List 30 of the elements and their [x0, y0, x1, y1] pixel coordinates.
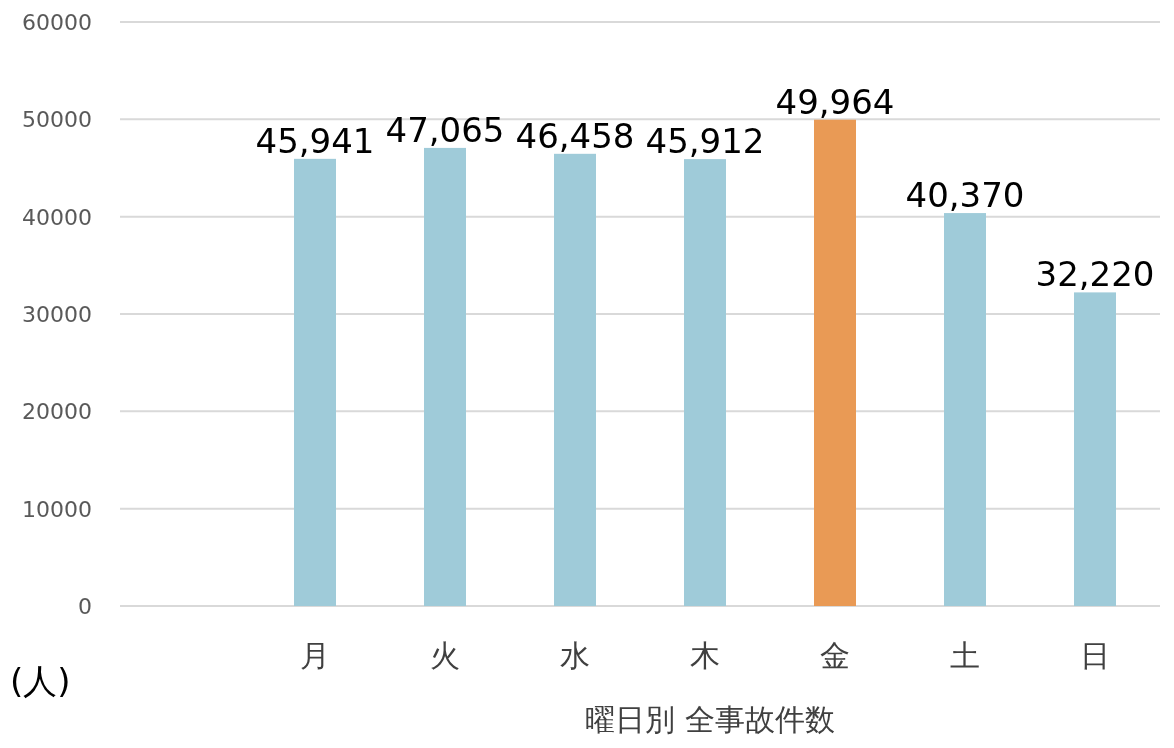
data-label: 49,964	[775, 81, 895, 122]
x-tick-label: 水	[560, 638, 590, 673]
data-label: 40,370	[905, 175, 1025, 216]
x-tick-label: 木	[690, 638, 720, 673]
x-tick-label: 金	[820, 638, 850, 673]
data-label: 45,912	[645, 121, 765, 162]
data-label: 46,458	[515, 115, 635, 156]
y-tick-label: 10000	[22, 496, 92, 522]
y-axis-title: (人)	[10, 661, 71, 701]
bar	[944, 213, 986, 606]
bar	[294, 158, 336, 606]
x-tick-label: 日	[1080, 638, 1110, 673]
x-tick-label: 土	[950, 638, 980, 673]
x-axis-title: 曜日別 全事故件数	[585, 702, 835, 737]
bar	[424, 147, 466, 606]
bar	[684, 159, 726, 606]
y-tick-label: 30000	[22, 302, 92, 327]
x-tick-label: 月	[300, 638, 330, 673]
data-label: 32,220	[1035, 254, 1155, 295]
x-tick-label: 火	[430, 638, 460, 673]
y-tick-label: 0	[78, 594, 92, 619]
bar	[814, 119, 856, 606]
y-tick-label: 20000	[22, 399, 92, 425]
data-label: 47,065	[385, 109, 505, 150]
bar	[554, 153, 596, 606]
y-tick-label: 40000	[22, 204, 92, 230]
bar	[1074, 292, 1116, 606]
data-label: 45,941	[255, 120, 375, 161]
y-tick-label: 50000	[22, 107, 92, 133]
y-tick-label: 60000	[22, 10, 92, 35]
